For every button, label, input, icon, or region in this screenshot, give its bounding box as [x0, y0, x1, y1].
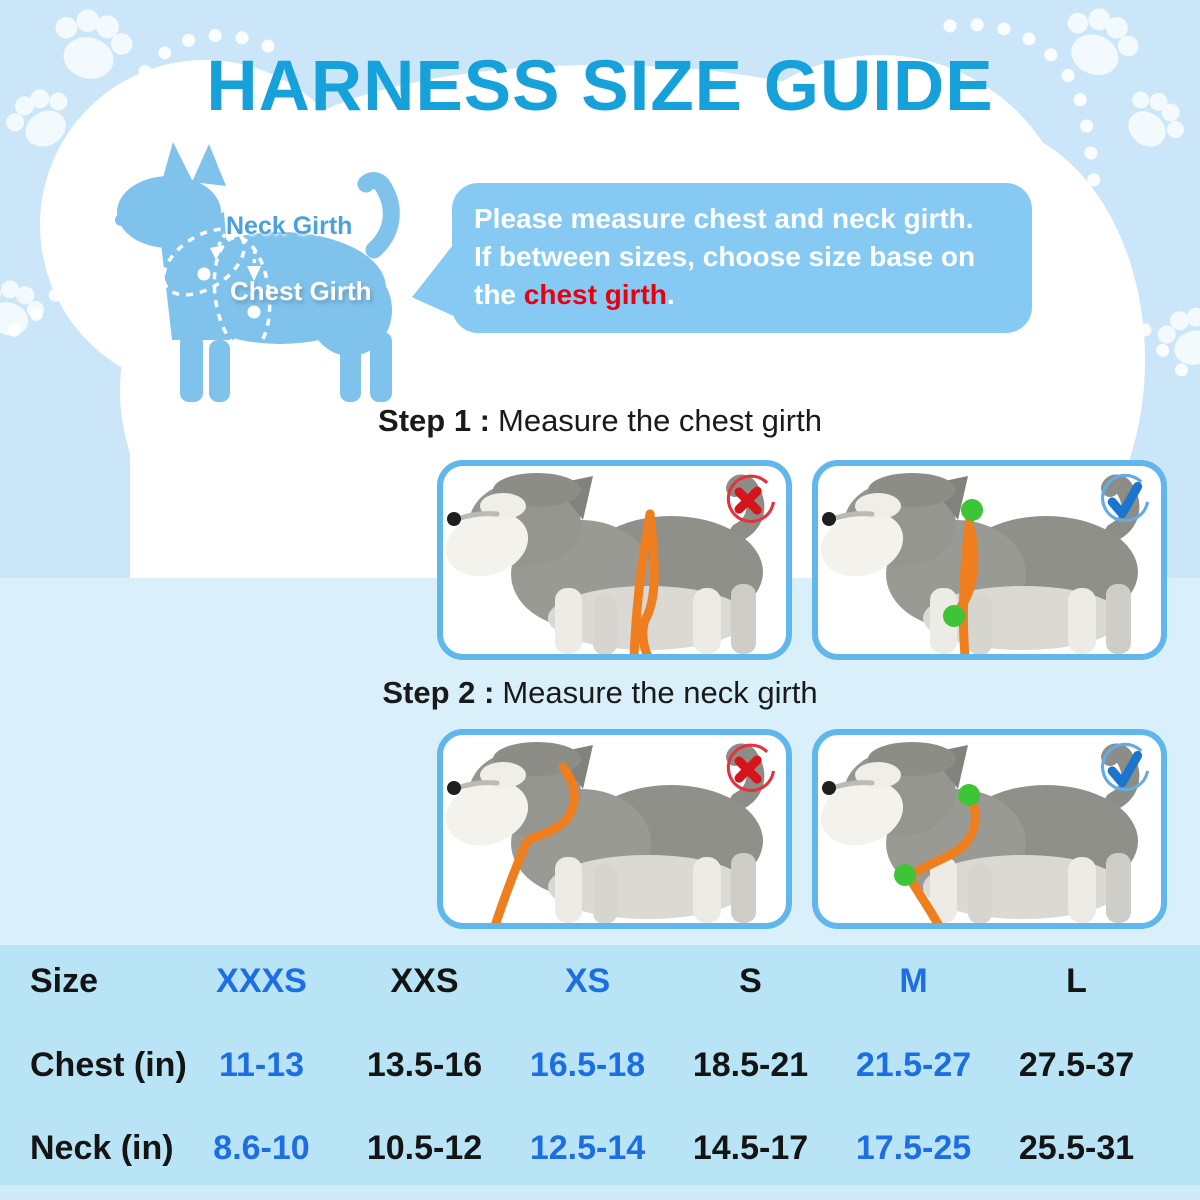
chest-xxxs: 11-13	[218, 1046, 305, 1084]
row-header-chest: Chest (in)	[30, 1046, 187, 1084]
chest-girth-highlight: chest girth	[523, 279, 667, 310]
size-col-s: S	[739, 962, 762, 1000]
step-2-heading: Step 2 : Measure the neck girth	[0, 675, 1200, 711]
size-col-xs: XS	[564, 962, 611, 1000]
bubble-line-1: Please measure chest and neck girth.	[474, 203, 974, 234]
step1-correct-example-card	[812, 460, 1167, 660]
dotted-arc-decor	[1, 18, 1200, 392]
chest-xs: 16.5-18	[529, 1046, 646, 1084]
dog-photo-neck-wrong	[443, 739, 786, 923]
neck-xxs: 10.5-12	[366, 1129, 483, 1167]
row-header-size: Size	[30, 962, 99, 1000]
bubble-line-2: If between sizes, choose size base on	[474, 241, 976, 272]
instruction-speech-bubble: Please measure chest and neck girth. If …	[412, 183, 1032, 333]
neck-xxxs: 8.6-10	[213, 1129, 310, 1167]
step1-wrong-example-card	[437, 460, 792, 660]
step2-correct-example-card	[812, 729, 1167, 929]
neck-girth-label: Neck Girth	[226, 212, 353, 240]
chest-l: 27.5-37	[1018, 1046, 1135, 1084]
blue-check-icon	[1095, 741, 1153, 799]
measure-points	[197, 245, 261, 319]
chest-xxs: 13.5-16	[366, 1046, 483, 1084]
dog-silhouette	[115, 142, 400, 402]
size-col-m: M	[899, 962, 928, 1000]
measuring-tape	[629, 509, 659, 654]
chest-girth-row: Chest (in) 11-13 13.5-16 16.5-18 18.5-21…	[30, 1046, 1188, 1085]
dog-photo-neck-correct	[818, 739, 1161, 923]
step-2-title: Measure the neck girth	[502, 675, 818, 710]
dog-measure-diagram: Neck Girth Chest Girth	[112, 138, 422, 408]
red-cross-icon	[720, 472, 778, 530]
bubble-line-3: the chest girth.	[474, 279, 675, 310]
chest-s: 18.5-21	[692, 1046, 809, 1084]
step-2-label: Step 2 :	[382, 675, 495, 710]
chest-m: 21.5-27	[855, 1046, 972, 1084]
size-col-xxxs: XXXS	[216, 962, 307, 1000]
size-col-xxs: XXS	[390, 962, 459, 1000]
step2-wrong-example-card	[437, 729, 792, 929]
neck-xs: 12.5-14	[529, 1129, 646, 1167]
neck-m: 17.5-25	[855, 1129, 972, 1167]
neck-girth-row: Neck (in) 8.6-10 10.5-12 12.5-14 14.5-17…	[30, 1129, 1188, 1168]
red-cross-icon	[720, 741, 778, 799]
step-1-title: Measure the chest girth	[498, 403, 822, 438]
step-1-heading: Step 1 : Measure the chest girth	[0, 403, 1200, 439]
chest-girth-label: Chest Girth	[230, 276, 372, 306]
neck-l: 25.5-31	[1018, 1129, 1135, 1167]
row-header-neck: Neck (in)	[30, 1129, 174, 1167]
size-col-l: L	[1066, 962, 1087, 1000]
measure-marker-dots	[943, 499, 983, 627]
neck-s: 14.5-17	[692, 1129, 809, 1167]
size-table-header-row: Size XXXS XXS XS S M L	[30, 962, 1188, 1001]
step-1-label: Step 1 :	[378, 403, 490, 438]
dog-photo-chest-wrong	[443, 470, 786, 654]
girth-measure-ellipses	[161, 227, 272, 353]
dog-photo-chest-correct	[818, 470, 1161, 654]
measure-marker-dots	[894, 784, 980, 886]
measuring-tape	[491, 762, 579, 923]
blue-check-icon	[1095, 472, 1153, 530]
page-title: HARNESS SIZE GUIDE	[206, 47, 994, 126]
